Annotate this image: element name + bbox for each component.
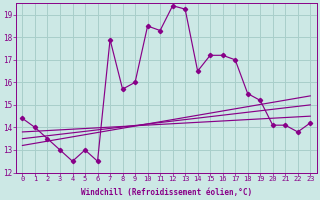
X-axis label: Windchill (Refroidissement éolien,°C): Windchill (Refroidissement éolien,°C) <box>81 188 252 197</box>
